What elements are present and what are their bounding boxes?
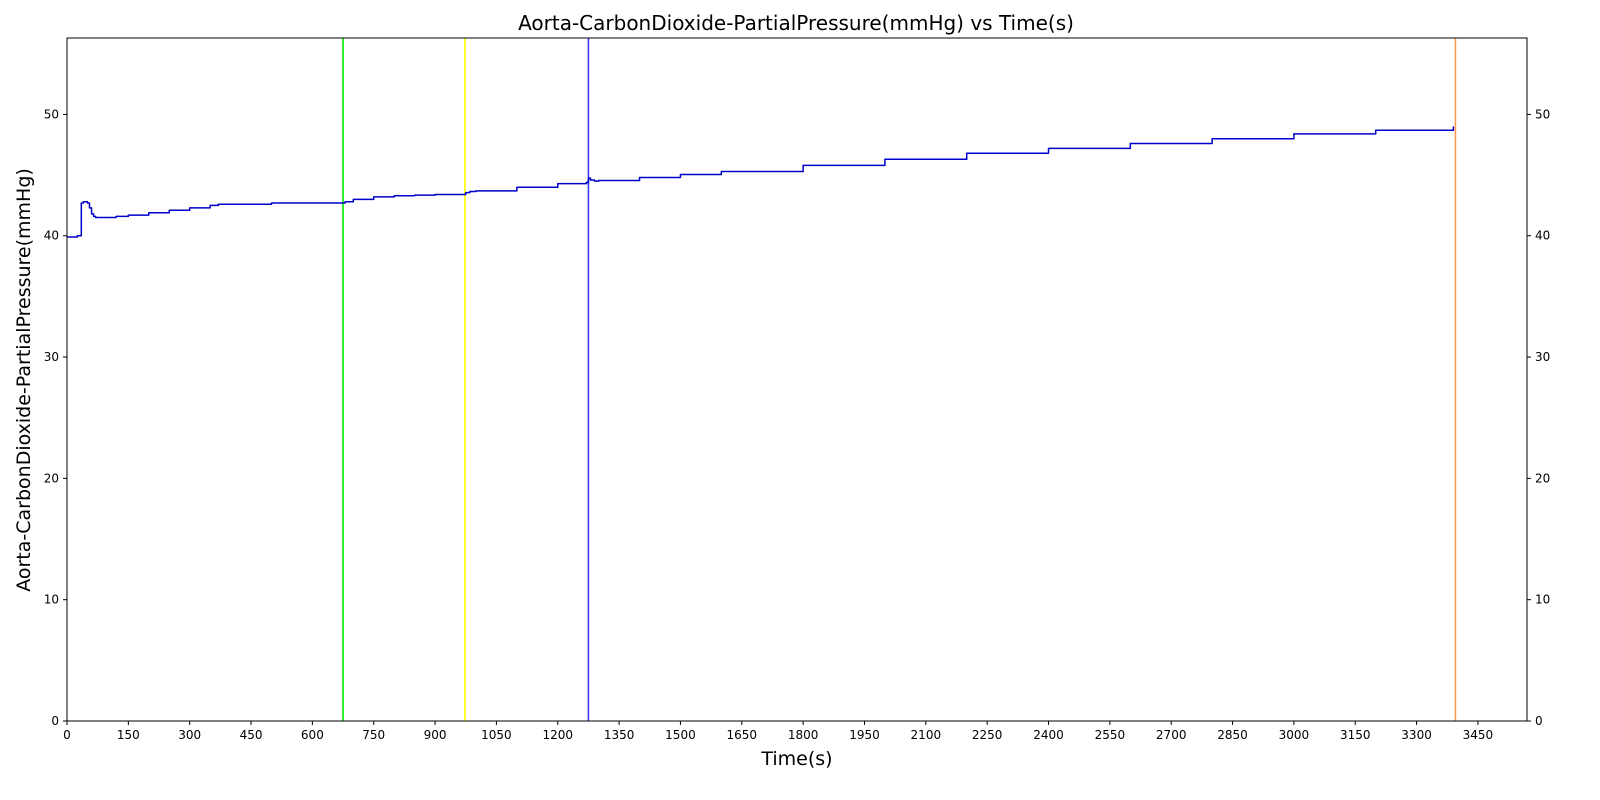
- y-axis-title: Aorta-CarbonDioxide-PartialPressure(mmHg…: [13, 168, 35, 592]
- series-line-1: [67, 126, 1455, 238]
- y-axis-left: 0 10 20 30 40 50: [44, 107, 67, 728]
- event-markers: [342, 38, 1457, 721]
- x-tick-label: 2550: [1095, 728, 1126, 742]
- x-axis-title: Time(s): [760, 748, 832, 770]
- x-tick-label: 1800: [788, 728, 819, 742]
- plot-frame: [66, 37, 1528, 722]
- x-tick-label: 2100: [911, 728, 942, 742]
- y-tick-label-right: 10: [1535, 593, 1550, 607]
- x-tick-label: 750: [362, 728, 385, 742]
- chart-title: Aorta-CarbonDioxide-PartialPressure(mmHg…: [518, 11, 1074, 35]
- y-tick-label-left: 50: [44, 107, 59, 121]
- x-tick-label: 450: [240, 728, 263, 742]
- x-tick-label: 300: [178, 728, 201, 742]
- x-tick-label: 1950: [849, 728, 880, 742]
- x-tick-label: 2850: [1217, 728, 1248, 742]
- y-tick-label-right: 50: [1535, 107, 1550, 121]
- y-tick-label-left: 40: [44, 229, 59, 243]
- y-tick-label-right: 0: [1535, 714, 1543, 728]
- x-axis: 0 150 300 450 600 750 900 1050 1200 1350 1500 1650 1…: [63, 721, 1493, 742]
- x-tick-label: 3300: [1401, 728, 1432, 742]
- y-tick-label-left: 10: [44, 593, 59, 607]
- y-tick-label-left: 30: [44, 350, 59, 364]
- x-tick-label: 2250: [972, 728, 1003, 742]
- x-tick-label: 0: [63, 728, 71, 742]
- y-tick-label-left: 20: [44, 471, 59, 485]
- x-tick-label: 1500: [665, 728, 696, 742]
- x-tick-label: 1350: [604, 728, 635, 742]
- y-axis-right: 0 10 20 30 40 50: [1527, 107, 1550, 728]
- x-tick-label: 2700: [1156, 728, 1187, 742]
- y-tick-label-right: 20: [1535, 471, 1550, 485]
- x-tick-label: 600: [301, 728, 324, 742]
- x-tick-label: 1050: [481, 728, 512, 742]
- x-tick-label: 3000: [1279, 728, 1310, 742]
- series-layer: [67, 126, 1455, 238]
- x-tick-label: 150: [117, 728, 140, 742]
- x-tick-label: 1650: [727, 728, 758, 742]
- x-tick-label: 2400: [1033, 728, 1064, 742]
- x-tick-label: 900: [424, 728, 447, 742]
- y-tick-label-right: 30: [1535, 350, 1550, 364]
- x-tick-label: 1200: [542, 728, 573, 742]
- x-tick-label: 3450: [1463, 728, 1494, 742]
- x-tick-label: 3150: [1340, 728, 1371, 742]
- y-tick-label-left: 0: [51, 714, 59, 728]
- y-tick-label-right: 40: [1535, 229, 1550, 243]
